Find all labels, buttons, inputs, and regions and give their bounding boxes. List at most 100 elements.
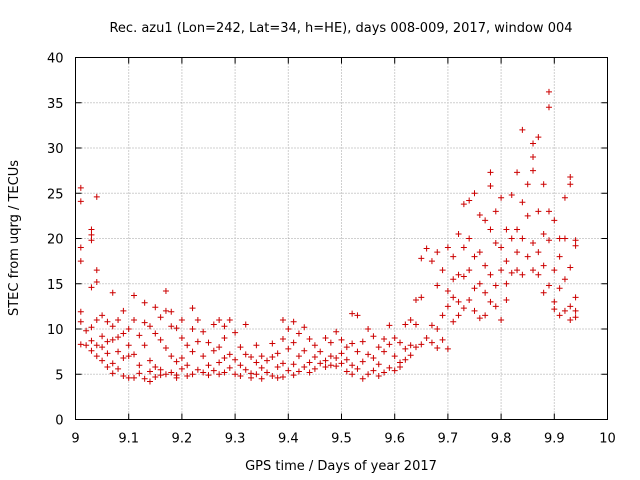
data-point xyxy=(407,352,414,359)
data-point xyxy=(498,316,505,323)
data-point xyxy=(205,339,212,346)
data-point xyxy=(93,316,100,323)
data-point xyxy=(200,353,207,360)
data-point xyxy=(503,258,510,265)
data-point xyxy=(545,282,552,289)
data-point xyxy=(285,367,292,374)
data-point xyxy=(194,338,201,345)
data-point xyxy=(274,374,281,381)
data-point xyxy=(311,365,318,372)
data-point xyxy=(88,284,95,291)
data-point xyxy=(551,298,558,305)
data-point xyxy=(476,249,483,256)
data-point xyxy=(450,294,457,301)
data-point xyxy=(77,318,84,325)
data-point xyxy=(232,329,239,336)
chart-title: Rec. azu1 (Lon=242, Lat=34, h=HE), days … xyxy=(109,21,572,36)
data-point xyxy=(386,341,393,348)
y-tick-label: 10 xyxy=(47,323,64,338)
data-point xyxy=(109,289,116,296)
data-point xyxy=(333,354,340,361)
data-point xyxy=(359,375,366,382)
data-point xyxy=(146,368,153,375)
data-point xyxy=(248,354,255,361)
data-point xyxy=(279,316,286,323)
data-point xyxy=(423,245,430,252)
data-point xyxy=(157,366,164,373)
data-point xyxy=(338,350,345,357)
x-tick-label: 9.9 xyxy=(544,432,565,447)
data-point xyxy=(471,307,478,314)
data-point xyxy=(418,255,425,262)
data-point xyxy=(131,316,138,323)
data-point xyxy=(88,324,95,331)
data-point xyxy=(285,345,292,352)
data-point xyxy=(221,335,228,342)
data-point xyxy=(120,354,127,361)
data-point xyxy=(503,297,510,304)
data-point xyxy=(407,342,414,349)
data-point xyxy=(460,305,467,312)
data-point xyxy=(450,253,457,260)
data-point xyxy=(391,367,398,374)
data-point xyxy=(136,362,143,369)
data-point xyxy=(514,267,521,274)
data-point xyxy=(349,340,356,347)
y-tick-label: 35 xyxy=(47,97,64,112)
data-point xyxy=(412,321,419,328)
data-point xyxy=(131,292,138,299)
data-point xyxy=(93,193,100,200)
data-point xyxy=(178,335,185,342)
data-point xyxy=(418,341,425,348)
data-point xyxy=(503,280,510,287)
data-point xyxy=(210,367,217,374)
data-point xyxy=(131,374,138,381)
data-point xyxy=(290,318,297,325)
data-point xyxy=(125,342,132,349)
data-point xyxy=(498,267,505,274)
data-point xyxy=(551,267,558,274)
data-point xyxy=(460,201,467,208)
data-point xyxy=(162,345,169,352)
data-point xyxy=(237,373,244,380)
data-point xyxy=(434,282,441,289)
data-point xyxy=(349,362,356,369)
data-point xyxy=(109,360,116,367)
data-point xyxy=(242,321,249,328)
data-point xyxy=(508,269,515,276)
data-point xyxy=(120,373,127,380)
data-point xyxy=(178,365,185,372)
data-point xyxy=(338,336,345,343)
data-point xyxy=(104,338,111,345)
data-point xyxy=(487,169,494,176)
data-point xyxy=(104,318,111,325)
data-point xyxy=(476,315,483,322)
data-point xyxy=(216,371,223,378)
data-point xyxy=(322,364,329,371)
data-point xyxy=(354,348,361,355)
data-point xyxy=(136,332,143,339)
data-point xyxy=(301,364,308,371)
data-point xyxy=(508,235,515,242)
data-point xyxy=(466,297,473,304)
data-point xyxy=(216,359,223,366)
data-point xyxy=(115,348,122,355)
grid-lines xyxy=(75,57,608,420)
data-point xyxy=(572,237,579,244)
data-point xyxy=(99,344,106,351)
data-point xyxy=(524,253,531,260)
data-point xyxy=(120,330,127,337)
data-point xyxy=(88,231,95,238)
data-point xyxy=(439,312,446,319)
data-point xyxy=(561,276,568,283)
data-point xyxy=(157,314,164,321)
data-point xyxy=(444,345,451,352)
data-point xyxy=(168,308,175,315)
data-point xyxy=(88,237,95,244)
data-point xyxy=(567,303,574,310)
data-point xyxy=(253,359,260,366)
data-point xyxy=(466,235,473,242)
data-point xyxy=(375,361,382,368)
data-point xyxy=(333,328,340,335)
data-point xyxy=(365,371,372,378)
